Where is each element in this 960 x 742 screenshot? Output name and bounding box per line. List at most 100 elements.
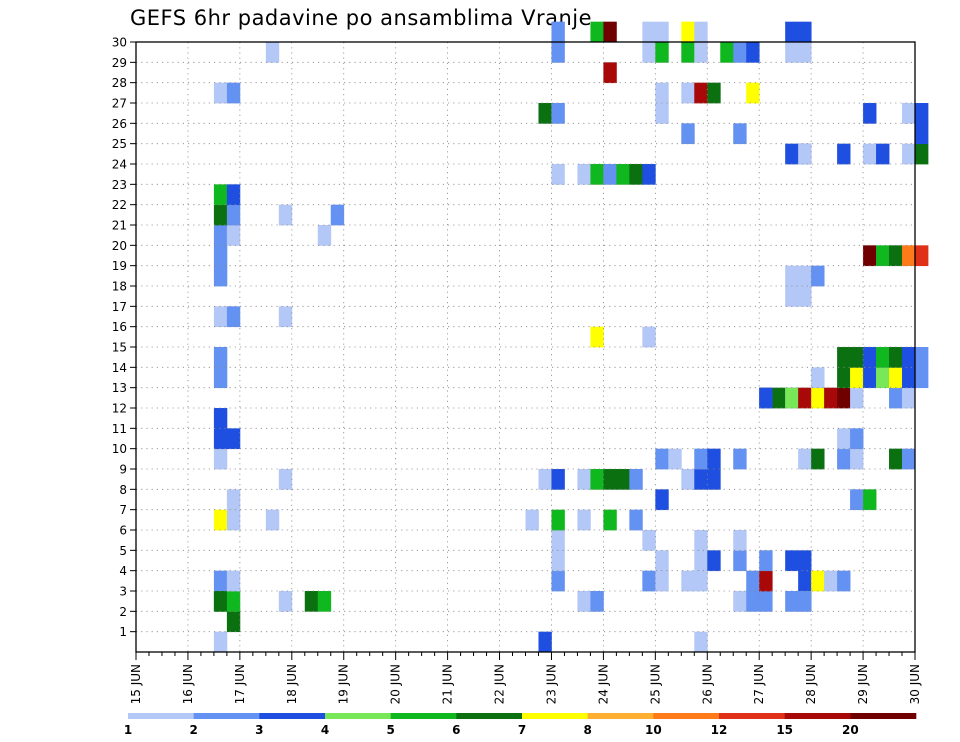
heatmap-cell xyxy=(213,245,228,267)
heatmap-cell xyxy=(642,164,656,185)
heatmap-cell xyxy=(655,82,669,104)
heatmap-cell xyxy=(590,326,604,348)
legend-swatch xyxy=(325,713,391,719)
heatmap-cell xyxy=(226,306,241,328)
heatmap-cell xyxy=(590,469,604,490)
heatmap-cell xyxy=(863,367,877,389)
heatmap-cell xyxy=(655,103,669,124)
y-tick-label: 5 xyxy=(119,544,127,558)
heatmap-cell xyxy=(694,42,708,63)
legend-swatch xyxy=(850,713,917,719)
heatmap-cell xyxy=(915,123,929,145)
heatmap-cell xyxy=(798,21,812,43)
heatmap-cell xyxy=(655,42,669,63)
heatmap-cell xyxy=(603,62,617,84)
heatmap-cell xyxy=(915,347,929,368)
heatmap-cell xyxy=(538,631,552,653)
heatmap-cell xyxy=(668,448,682,470)
heatmap-cell xyxy=(629,164,643,185)
heatmap-cell xyxy=(759,387,773,409)
y-tick-label: 23 xyxy=(112,178,127,192)
heatmap-cell xyxy=(837,448,851,470)
y-tick-label: 21 xyxy=(112,219,127,233)
heatmap-cell xyxy=(226,82,241,104)
heatmap-cell xyxy=(642,21,656,43)
heatmap-cell xyxy=(213,631,228,653)
heatmap-cell xyxy=(551,509,565,531)
x-tick-label: 23 JUN xyxy=(544,664,558,704)
heatmap-cell xyxy=(603,469,617,490)
y-tick-label: 17 xyxy=(112,300,127,314)
heatmap-cell xyxy=(226,611,241,633)
y-tick-label: 18 xyxy=(112,280,127,294)
heatmap-cell xyxy=(213,347,228,368)
legend-label: 20 xyxy=(842,723,859,737)
heatmap-cell xyxy=(811,448,825,470)
heatmap-cell xyxy=(785,265,799,287)
y-tick-label: 12 xyxy=(112,402,127,416)
heatmap-cell xyxy=(798,550,812,572)
heatmap-cell xyxy=(226,204,241,226)
heatmap-cell xyxy=(798,448,812,470)
heatmap-cell xyxy=(720,42,734,63)
heatmap-cell xyxy=(902,448,916,470)
heatmap-cell xyxy=(226,489,241,511)
heatmap-cell xyxy=(863,245,877,267)
heatmap-cell xyxy=(213,306,228,328)
y-tick-label: 10 xyxy=(112,442,127,456)
heatmap-cell xyxy=(915,245,929,267)
chart-title: GEFS 6hr padavine po ansamblima Vranje xyxy=(130,6,593,30)
legend-swatch xyxy=(522,713,588,719)
heatmap-cell xyxy=(889,367,903,389)
heatmap-cell xyxy=(811,367,825,389)
heatmap-cell xyxy=(707,82,721,104)
heatmap-cell xyxy=(694,631,708,653)
x-tick-label: 30 JUN xyxy=(908,664,922,704)
heatmap-cell xyxy=(551,21,565,43)
heatmap-cell xyxy=(811,265,825,287)
heatmap-cell xyxy=(746,591,760,612)
heatmap-cell xyxy=(226,591,241,612)
heatmap-cell xyxy=(733,42,747,63)
heatmap-cell xyxy=(655,550,669,572)
heatmap-cell xyxy=(681,570,695,592)
heatmap-cell xyxy=(811,387,825,409)
heatmap-cell xyxy=(317,591,332,612)
heatmap-cell xyxy=(213,408,228,429)
legend-swatch xyxy=(719,713,785,719)
heatmap-cell xyxy=(850,448,864,470)
heatmap-cell xyxy=(902,103,916,124)
heatmap-cell xyxy=(876,367,890,389)
y-tick-label: 24 xyxy=(112,158,127,172)
legend-swatch xyxy=(259,713,326,719)
heatmap-cell xyxy=(616,164,630,185)
heatmap-cell xyxy=(915,143,929,165)
heatmap-cell xyxy=(681,42,695,63)
heatmap-cell xyxy=(798,143,812,165)
heatmap-cell xyxy=(889,387,903,409)
x-tick-label: 20 JUN xyxy=(389,664,403,704)
y-tick-label: 30 xyxy=(112,36,127,50)
x-tick-label: 25 JUN xyxy=(648,664,662,704)
heatmap-cell xyxy=(642,326,656,348)
y-tick-label: 7 xyxy=(119,503,127,517)
heatmap-cell xyxy=(707,550,721,572)
heatmap-cell xyxy=(798,570,812,592)
heatmap-cell xyxy=(837,570,851,592)
heatmap-cell xyxy=(902,367,916,389)
heatmap-cell xyxy=(551,530,565,551)
heatmap-cell xyxy=(798,265,812,287)
legend-label: 2 xyxy=(189,723,197,737)
legend-label: 15 xyxy=(776,723,793,737)
heatmap-cell xyxy=(603,509,617,531)
heatmap-cell xyxy=(798,42,812,63)
y-tick-label: 1 xyxy=(119,625,127,639)
heatmap-cell xyxy=(538,469,552,490)
heatmap-cell xyxy=(915,367,929,389)
heatmap-cell xyxy=(694,530,708,551)
heatmap-cell xyxy=(681,21,695,43)
heatmap-cell xyxy=(915,103,929,124)
heatmap-cell xyxy=(551,164,565,185)
heatmap-cell xyxy=(837,143,851,165)
heatmap-cell xyxy=(876,347,890,368)
